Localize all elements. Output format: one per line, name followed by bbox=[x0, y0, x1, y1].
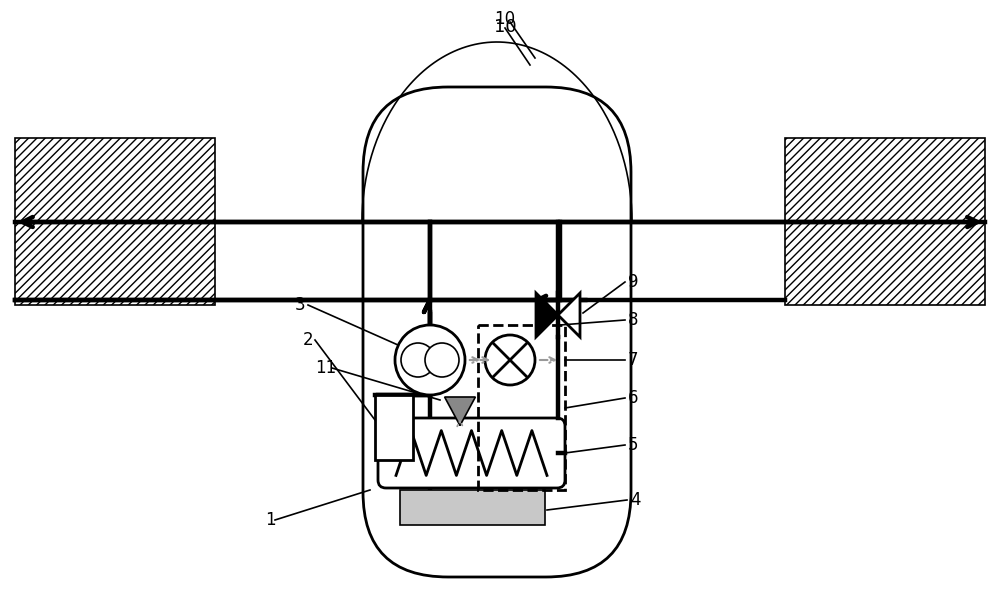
Text: 11: 11 bbox=[315, 359, 336, 377]
Bar bbox=[400, 490, 545, 525]
Text: 2: 2 bbox=[303, 331, 314, 349]
Polygon shape bbox=[445, 397, 475, 426]
Bar bbox=[478, 325, 565, 490]
Circle shape bbox=[401, 343, 435, 377]
Bar bbox=[785, 138, 985, 305]
Polygon shape bbox=[558, 293, 580, 337]
Circle shape bbox=[485, 335, 535, 385]
Circle shape bbox=[395, 325, 465, 395]
Text: 6: 6 bbox=[628, 389, 639, 407]
Text: 9: 9 bbox=[628, 273, 639, 291]
Text: 8: 8 bbox=[628, 311, 639, 329]
Polygon shape bbox=[536, 293, 558, 337]
Bar bbox=[375, 395, 413, 460]
Text: 3: 3 bbox=[295, 296, 306, 314]
Text: 10: 10 bbox=[494, 18, 516, 36]
Text: 4: 4 bbox=[630, 491, 640, 509]
Text: 7: 7 bbox=[628, 351, 639, 369]
Text: 1: 1 bbox=[265, 511, 276, 529]
FancyBboxPatch shape bbox=[363, 87, 631, 577]
Circle shape bbox=[425, 343, 459, 377]
Text: 5: 5 bbox=[628, 436, 639, 454]
FancyBboxPatch shape bbox=[378, 418, 565, 488]
Bar bbox=[15, 138, 215, 305]
Text: 10: 10 bbox=[494, 10, 516, 28]
